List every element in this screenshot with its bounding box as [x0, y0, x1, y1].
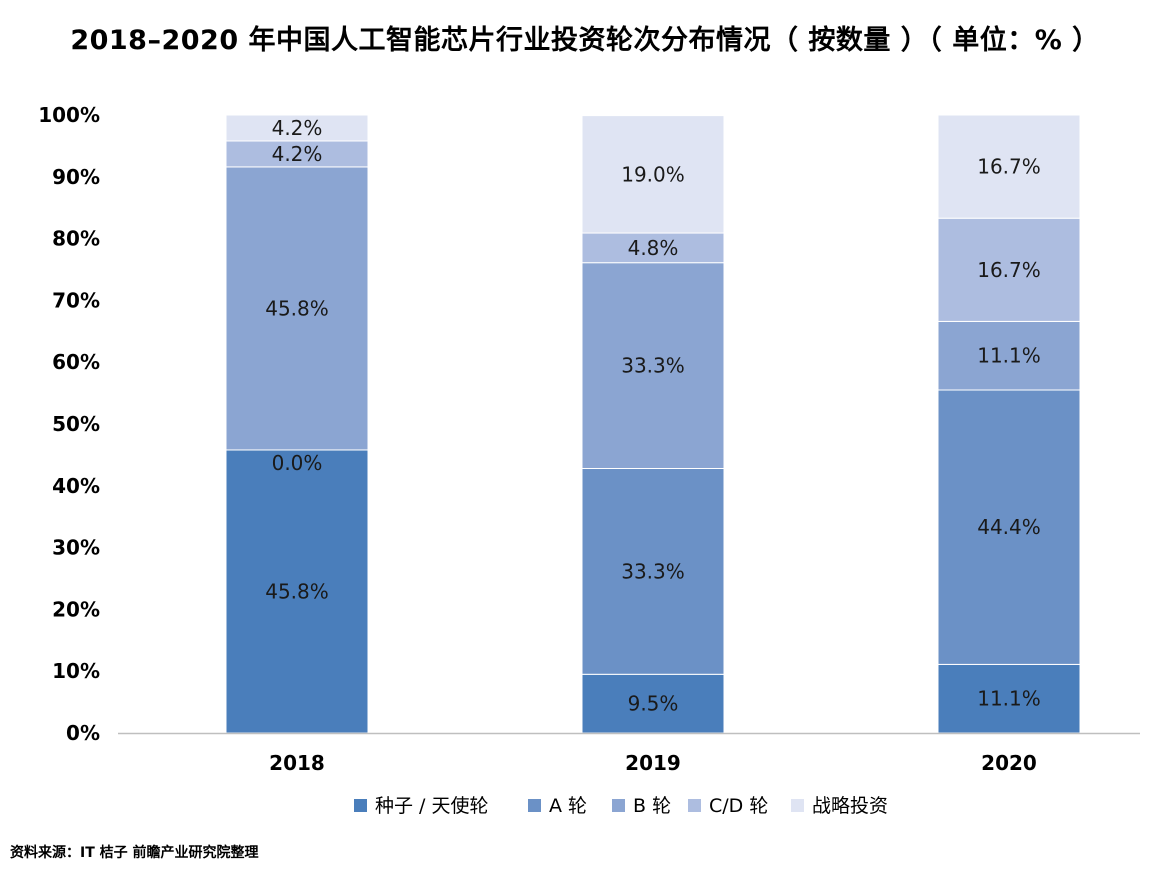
y-tick-label: 50%	[52, 412, 100, 436]
bar-segment	[937, 114, 1081, 219]
legend-item: 种子 / 天使轮	[354, 795, 488, 817]
bar-segment	[581, 467, 725, 675]
bar-segment	[937, 320, 1081, 391]
x-tick-label: 2019	[625, 751, 681, 775]
y-tick-label: 10%	[52, 659, 100, 683]
data-label: 4.2%	[272, 116, 323, 140]
data-label: 9.5%	[628, 692, 679, 716]
y-tick-label: 90%	[52, 165, 100, 189]
legend-label: B 轮	[633, 795, 671, 817]
data-label: 16.7%	[977, 155, 1041, 179]
data-label: 19.0%	[621, 162, 685, 186]
y-tick-label: 100%	[38, 103, 100, 127]
legend-label: C/D 轮	[709, 795, 768, 817]
y-tick-label: 60%	[52, 350, 100, 374]
data-label: 4.2%	[272, 142, 323, 166]
data-label: 33.3%	[621, 354, 685, 378]
data-label: 4.8%	[628, 236, 679, 260]
y-tick-label: 70%	[52, 288, 100, 312]
bars: 45.8% 45.8% 4.2%4.2% 9.5% 33.3% 33.3% 4.8% 19.0…	[225, 114, 1081, 734]
legend: 种子 / 天使轮 A 轮 B 轮 C/D 轮 战略投资	[354, 795, 888, 817]
x-tick-label: 2020	[981, 751, 1037, 775]
legend-item: A 轮	[528, 795, 587, 817]
annotation-label: 0.0%	[272, 451, 323, 475]
legend-item: 战略投资	[791, 795, 888, 817]
bar-segment	[225, 114, 369, 142]
legend-swatch	[688, 799, 701, 812]
data-label: 16.7%	[977, 258, 1041, 282]
y-axis: 0% 10% 20% 30% 40% 50% 60% 70% 80% 90% 100%	[38, 103, 100, 745]
y-tick-label: 80%	[52, 227, 100, 251]
legend-label: 种子 / 天使轮	[375, 795, 488, 817]
data-label: 33.3%	[621, 559, 685, 583]
bar-segment	[225, 449, 369, 734]
legend-item: C/D 轮	[688, 795, 768, 817]
data-label: 45.8%	[265, 296, 329, 320]
legend-swatch	[612, 799, 625, 812]
legend-swatch	[528, 799, 541, 812]
bar-segment	[937, 217, 1081, 322]
bar-segment	[581, 262, 725, 469]
legend-label: A 轮	[549, 795, 587, 817]
data-label: 11.1%	[977, 687, 1041, 711]
bar-segment	[581, 232, 725, 264]
bar-segment	[581, 115, 725, 234]
data-label: 11.1%	[977, 344, 1041, 368]
legend-item: B 轮	[612, 795, 671, 817]
y-tick-label: 20%	[52, 597, 100, 621]
data-label: 44.4%	[977, 515, 1041, 539]
legend-label: 战略投资	[812, 795, 888, 817]
bar-segment	[937, 389, 1081, 665]
x-axis: 2018 2019 2020	[118, 732, 1140, 775]
source-note: 资料来源：IT 桔子 前瞻产业研究院整理	[10, 845, 259, 861]
chart-title: 2018–2020 年中国人工智能芯片行业投资轮次分布情况（ 按数量 ）（ 单位…	[70, 25, 1100, 56]
legend-swatch	[791, 799, 804, 812]
y-tick-label: 0%	[66, 721, 100, 745]
legend-swatch	[354, 799, 367, 812]
bar-segment	[937, 663, 1081, 734]
x-tick-label: 2018	[269, 751, 325, 775]
bar-segment	[225, 140, 369, 168]
y-tick-label: 40%	[52, 474, 100, 498]
data-label: 45.8%	[265, 579, 329, 603]
y-tick-label: 30%	[52, 536, 100, 560]
